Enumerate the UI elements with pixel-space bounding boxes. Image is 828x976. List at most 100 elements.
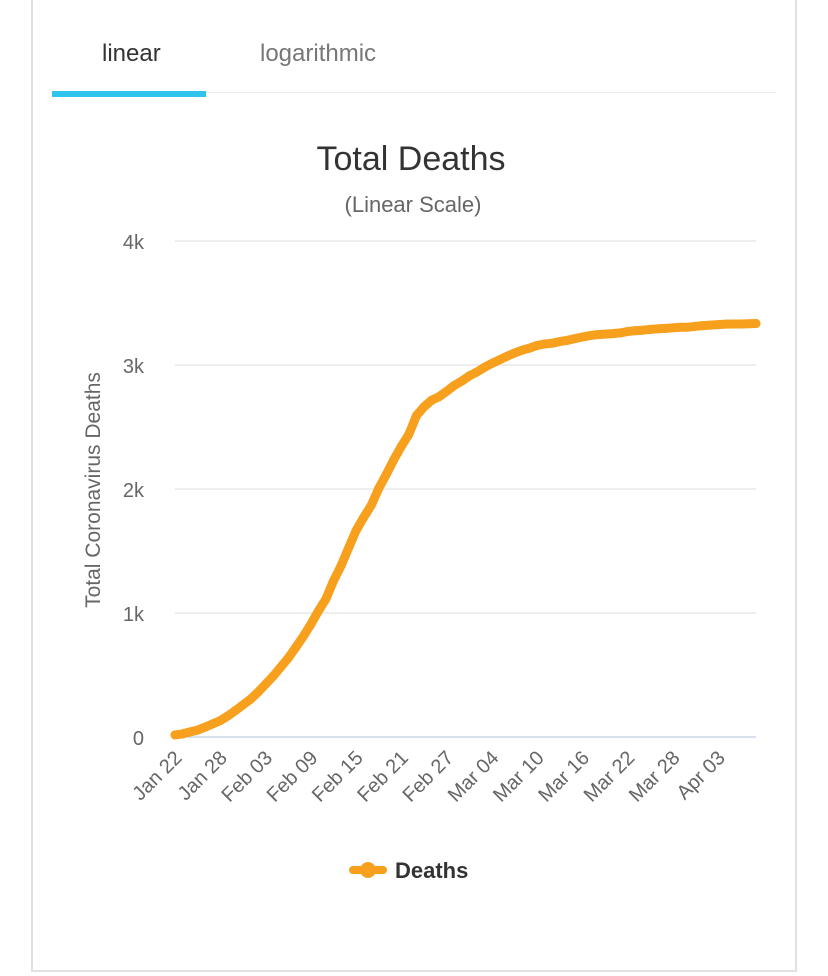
data-point[interactable] [457, 376, 467, 386]
data-point[interactable] [442, 386, 452, 396]
data-point[interactable] [344, 543, 354, 553]
data-point[interactable] [268, 671, 278, 681]
data-point[interactable] [313, 606, 323, 616]
x-tick-label: Mar 28 [625, 747, 685, 807]
data-point[interactable] [419, 402, 429, 412]
data-point[interactable] [540, 339, 550, 349]
data-point[interactable] [291, 642, 301, 652]
data-point[interactable] [389, 455, 399, 465]
data-point[interactable] [736, 319, 746, 329]
data-point[interactable] [276, 662, 286, 672]
scale-tabs: linear logarithmic [52, 30, 776, 97]
data-point[interactable] [215, 716, 225, 726]
data-point[interactable] [547, 338, 557, 348]
data-point[interactable] [615, 328, 625, 338]
data-point[interactable] [653, 324, 663, 334]
data-point[interactable] [396, 441, 406, 451]
data-point[interactable] [336, 561, 346, 571]
data-point[interactable] [645, 324, 655, 334]
data-point[interactable] [321, 594, 331, 604]
series-line-deaths[interactable] [170, 319, 761, 740]
data-point[interactable] [434, 392, 444, 402]
data-point[interactable] [585, 331, 595, 341]
data-point[interactable] [479, 362, 489, 372]
x-tick-label: Apr 03 [673, 747, 730, 804]
data-point[interactable] [359, 513, 369, 523]
data-point[interactable] [668, 323, 678, 333]
data-point[interactable] [751, 318, 761, 328]
data-point[interactable] [306, 619, 316, 629]
data-point[interactable] [223, 711, 233, 721]
data-point[interactable] [593, 330, 603, 340]
y-tick-label: 0 [133, 728, 144, 750]
chart-title: Total Deaths [317, 140, 506, 178]
legend-marker-icon [360, 862, 376, 878]
data-point[interactable] [178, 729, 188, 739]
chart-subtitle: (Linear Scale) [345, 192, 482, 217]
data-point[interactable] [691, 321, 701, 331]
tab-linear[interactable]: linear [102, 40, 161, 67]
data-point[interactable] [381, 469, 391, 479]
data-point[interactable] [660, 323, 670, 333]
data-point[interactable] [374, 484, 384, 494]
data-point[interactable] [208, 719, 218, 729]
data-point[interactable] [706, 320, 716, 330]
data-point[interactable] [638, 325, 648, 335]
data-point[interactable] [494, 355, 504, 365]
data-point[interactable] [411, 411, 421, 421]
data-point[interactable] [562, 335, 572, 345]
data-point[interactable] [721, 319, 731, 329]
data-point[interactable] [328, 576, 338, 586]
data-point[interactable] [200, 722, 210, 732]
data-point[interactable] [517, 345, 527, 355]
data-point[interactable] [532, 340, 542, 350]
tab-logarithmic[interactable]: logarithmic [260, 40, 377, 67]
data-point[interactable] [464, 371, 474, 381]
data-point[interactable] [238, 700, 248, 710]
y-tick-label: 4k [123, 232, 145, 254]
data-point[interactable] [713, 320, 723, 330]
data-point[interactable] [683, 322, 693, 332]
data-point[interactable] [577, 332, 587, 342]
y-axis-ticks: 0 1k 2k 3k 4k [123, 232, 145, 750]
data-point[interactable] [298, 631, 308, 641]
data-point[interactable] [510, 348, 520, 358]
data-point[interactable] [185, 727, 195, 737]
data-point[interactable] [366, 500, 376, 510]
data-point[interactable] [261, 679, 271, 689]
chart-panel [31, 0, 797, 972]
data-point[interactable] [449, 380, 459, 390]
data-point[interactable] [728, 319, 738, 329]
data-point[interactable] [351, 526, 361, 536]
data-point[interactable] [230, 706, 240, 716]
data-point[interactable] [427, 395, 437, 405]
y-axis-title: Total Coronavirus Deaths [82, 372, 105, 608]
y-tick-label: 2k [123, 480, 145, 502]
data-point[interactable] [698, 321, 708, 331]
data-point[interactable] [608, 329, 618, 339]
data-point[interactable] [623, 327, 633, 337]
data-point[interactable] [487, 358, 497, 368]
data-point[interactable] [555, 337, 565, 347]
data-point[interactable] [253, 687, 263, 697]
y-tick-label: 3k [123, 356, 145, 378]
x-tick-label: Jan 22 [129, 747, 187, 805]
data-point[interactable] [283, 653, 293, 663]
data-point[interactable] [404, 429, 414, 439]
data-point[interactable] [193, 725, 203, 735]
data-point[interactable] [245, 694, 255, 704]
data-point[interactable] [570, 334, 580, 344]
series-layer [170, 318, 761, 740]
data-point[interactable] [472, 367, 482, 377]
data-point[interactable] [600, 329, 610, 339]
data-point[interactable] [630, 326, 640, 336]
legend[interactable]: Deaths [349, 858, 468, 883]
data-point[interactable] [525, 343, 535, 353]
legend-label: Deaths [395, 858, 468, 883]
grid-lines [175, 240, 756, 738]
data-point[interactable] [743, 319, 753, 329]
data-point[interactable] [502, 351, 512, 361]
data-point[interactable] [676, 322, 686, 332]
data-point[interactable] [170, 730, 180, 740]
